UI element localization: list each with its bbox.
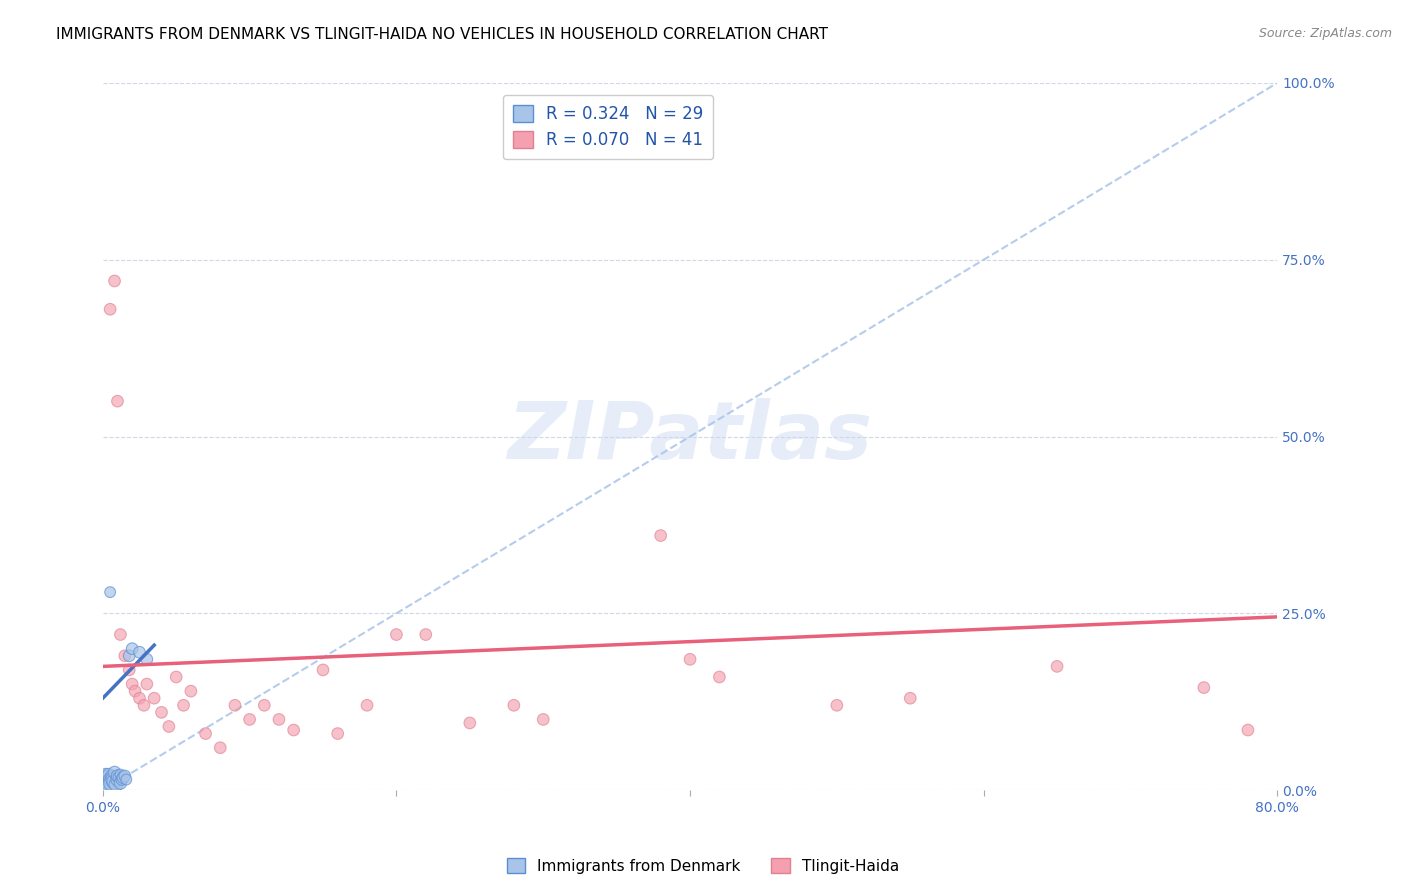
- Point: [1192, 681, 1215, 695]
- Point: [103, 774, 125, 789]
- Point: [100, 776, 122, 790]
- Point: [124, 684, 146, 698]
- Point: [709, 670, 731, 684]
- Point: [356, 698, 378, 713]
- Point: [121, 677, 143, 691]
- Point: [209, 740, 232, 755]
- Point: [898, 691, 921, 706]
- Point: [118, 663, 141, 677]
- Point: [312, 663, 335, 677]
- Point: [105, 777, 128, 791]
- Point: [165, 670, 187, 684]
- Point: [180, 684, 202, 698]
- Point: [108, 771, 131, 785]
- Point: [101, 772, 124, 787]
- Point: [115, 772, 138, 787]
- Point: [150, 706, 173, 720]
- Point: [97, 774, 120, 789]
- Point: [458, 715, 481, 730]
- Text: ZIPatlas: ZIPatlas: [508, 398, 873, 475]
- Point: [96, 777, 118, 791]
- Point: [143, 691, 166, 706]
- Point: [1046, 659, 1069, 673]
- Point: [96, 771, 118, 785]
- Point: [114, 769, 136, 783]
- Point: [110, 767, 132, 781]
- Point: [98, 302, 121, 317]
- Point: [679, 652, 702, 666]
- Point: [128, 691, 150, 706]
- Text: IMMIGRANTS FROM DENMARK VS TLINGIT-HAIDA NO VEHICLES IN HOUSEHOLD CORRELATION CH: IMMIGRANTS FROM DENMARK VS TLINGIT-HAIDA…: [56, 27, 828, 42]
- Point: [128, 645, 150, 659]
- Point: [415, 627, 437, 641]
- Point: [94, 772, 117, 787]
- Point: [98, 772, 121, 787]
- Point: [112, 771, 135, 785]
- Point: [135, 677, 157, 691]
- Point: [253, 698, 276, 713]
- Point: [111, 772, 134, 787]
- Point: [825, 698, 848, 713]
- Point: [239, 713, 262, 727]
- Point: [531, 713, 554, 727]
- Point: [94, 769, 117, 783]
- Point: [107, 769, 129, 783]
- Point: [121, 641, 143, 656]
- Point: [385, 627, 408, 641]
- Point: [107, 394, 129, 409]
- Legend: Immigrants from Denmark, Tlingit-Haida: Immigrants from Denmark, Tlingit-Haida: [501, 852, 905, 880]
- Point: [110, 627, 132, 641]
- Point: [224, 698, 246, 713]
- Point: [110, 776, 132, 790]
- Point: [98, 780, 121, 794]
- Point: [114, 648, 136, 663]
- Point: [650, 528, 672, 542]
- Point: [103, 765, 125, 780]
- Point: [103, 274, 125, 288]
- Point: [97, 767, 120, 781]
- Point: [1237, 723, 1260, 737]
- Point: [98, 585, 121, 599]
- Point: [502, 698, 524, 713]
- Text: Source: ZipAtlas.com: Source: ZipAtlas.com: [1258, 27, 1392, 40]
- Legend: R = 0.324   N = 29, R = 0.070   N = 41: R = 0.324 N = 29, R = 0.070 N = 41: [502, 95, 713, 160]
- Point: [93, 776, 115, 790]
- Point: [283, 723, 305, 737]
- Point: [157, 719, 180, 733]
- Point: [326, 726, 349, 740]
- Point: [96, 780, 118, 794]
- Point: [132, 698, 155, 713]
- Point: [194, 726, 217, 740]
- Point: [135, 652, 157, 666]
- Point: [107, 772, 129, 787]
- Point: [173, 698, 195, 713]
- Point: [118, 648, 141, 663]
- Point: [100, 769, 122, 783]
- Point: [267, 713, 290, 727]
